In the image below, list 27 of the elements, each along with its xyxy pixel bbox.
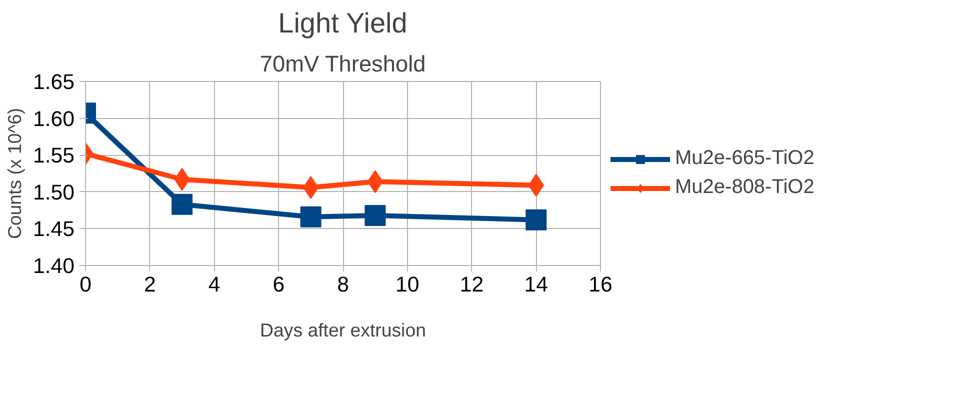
x-tick-label: 0 — [80, 272, 92, 296]
y-tick-label: 1.50 — [32, 180, 75, 204]
x-tick-label: 2 — [144, 272, 156, 296]
x-tick-label: 8 — [337, 272, 349, 296]
x-tick-label: 6 — [272, 272, 285, 296]
y-tick-label: 1.55 — [32, 144, 75, 168]
x-tick-label: 12 — [460, 272, 484, 296]
point — [526, 209, 547, 230]
chart-subtitle: 70mV Threshold — [260, 50, 426, 76]
chart-title: Light Yield — [278, 8, 408, 38]
point — [300, 206, 322, 228]
point — [367, 170, 384, 194]
x-axis-title: Days after extrusion — [260, 320, 426, 340]
y-tick-label: 1.65 — [32, 70, 75, 94]
legend-label: Mu2e-665-TiO2 — [675, 147, 814, 170]
x-tick-label: 14 — [524, 272, 548, 296]
y-tick-label: 1.40 — [32, 254, 75, 278]
point — [364, 204, 386, 226]
y-axis-title: Counts (x 10^6) — [4, 108, 25, 240]
point — [302, 176, 319, 199]
legend-label: Mu2e-808-TiO2 — [675, 176, 814, 199]
point — [172, 194, 193, 215]
x-tick-label: 10 — [396, 272, 420, 296]
x-tick-label: 4 — [208, 272, 220, 296]
x-tick-label: 16 — [588, 272, 612, 296]
y-tick-label: 1.60 — [32, 106, 75, 131]
y-tick-label: 1.45 — [32, 217, 75, 242]
